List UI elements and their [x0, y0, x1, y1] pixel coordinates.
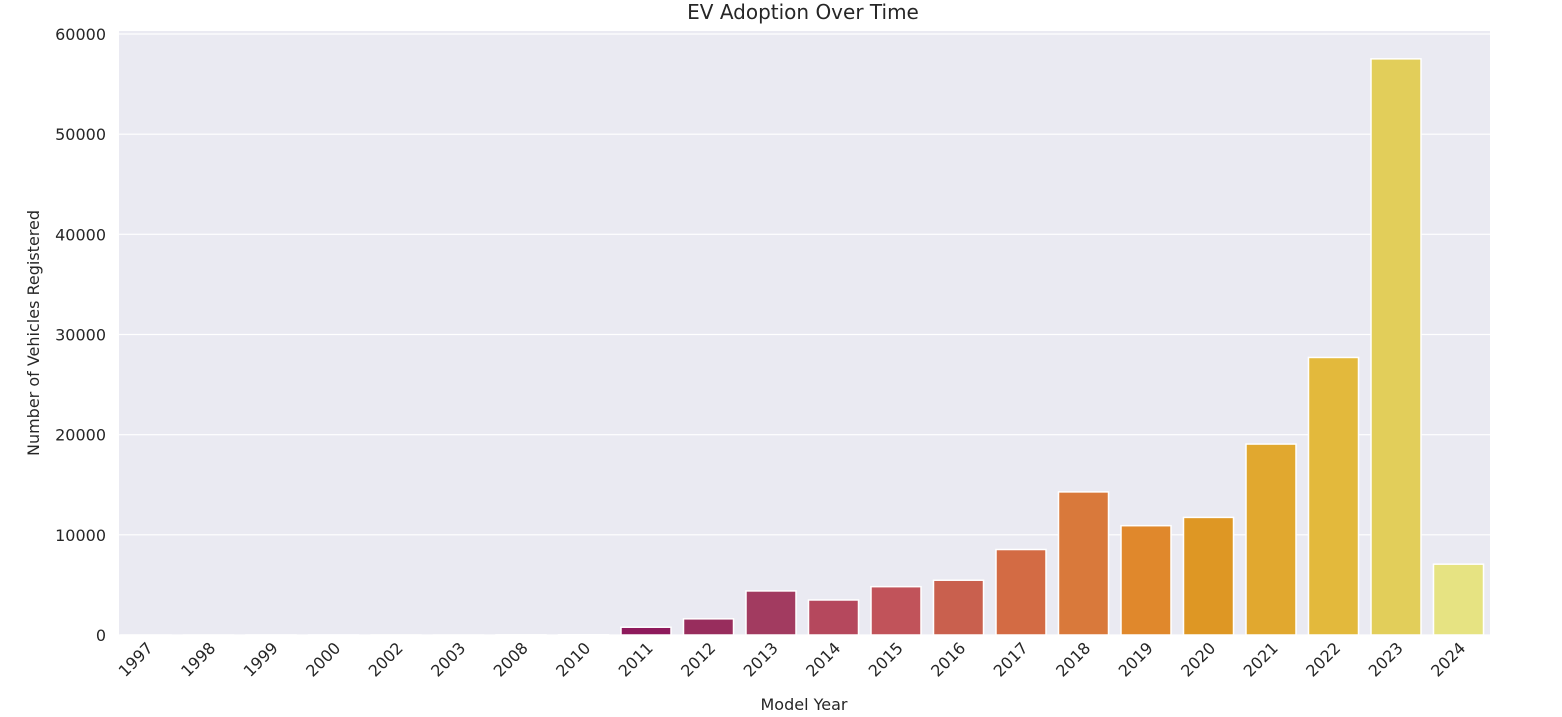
x-tick-label: 2016: [927, 638, 969, 680]
bar-2013: [745, 590, 797, 636]
bar-2011: [620, 626, 672, 636]
x-tick-label: 1999: [240, 638, 282, 680]
x-tick-label: 2015: [865, 638, 907, 680]
y-tick-label: 50000: [55, 125, 106, 144]
x-tick-label: 2022: [1302, 638, 1344, 680]
bar-2012: [682, 618, 735, 636]
y-tick-label: 30000: [55, 326, 106, 345]
x-tick-label: 2002: [365, 638, 407, 680]
y-tick-label: 0: [96, 626, 106, 645]
x-tick-label: 2019: [1115, 638, 1157, 680]
x-tick-label: 2014: [802, 638, 844, 680]
bar-2017: [995, 548, 1047, 636]
bar-2014: [807, 599, 860, 636]
y-tick-labels: 0 10000 20000 30000 40000 50000 60000: [55, 25, 106, 645]
x-tick-labels: 1997 1998 1999 2000 2002 2003 2008 2010 2011 2012…: [115, 638, 1470, 680]
bar-2021: [1245, 443, 1297, 636]
x-tick-label: 2008: [490, 638, 532, 680]
x-tick-label: 2017: [990, 638, 1032, 680]
x-tick-label: 1998: [177, 638, 219, 680]
y-tick-label: 60000: [55, 25, 106, 44]
x-tick-label: 2018: [1052, 638, 1094, 680]
bar-2024: [1432, 563, 1485, 636]
x-tick-label: 2013: [740, 638, 782, 680]
x-tick-label: 2021: [1240, 638, 1282, 680]
bar-2022: [1307, 356, 1360, 636]
x-tick-label: 2011: [615, 638, 657, 680]
bar-2015: [870, 585, 922, 636]
bars: [120, 58, 1485, 636]
y-tick-label: 40000: [55, 225, 106, 244]
x-tick-label: 2010: [552, 638, 594, 680]
x-tick-label: 2020: [1177, 638, 1219, 680]
bar-2023: [1370, 58, 1422, 636]
bar-2020: [1182, 516, 1235, 636]
chart-title: EV Adoption Over Time: [687, 0, 919, 24]
x-tick-label: 2024: [1427, 638, 1469, 680]
y-tick-label: 20000: [55, 426, 106, 445]
y-axis-label: Number of Vehicles Registered: [24, 210, 43, 456]
bar-2016: [932, 579, 985, 636]
x-tick-label: 2012: [677, 638, 719, 680]
bar-2019: [1120, 524, 1172, 636]
x-tick-label: 2000: [302, 638, 344, 680]
bar-2018: [1057, 491, 1110, 636]
x-axis-label: Model Year: [761, 695, 848, 714]
x-tick-label: 2003: [427, 638, 469, 680]
y-tick-label: 10000: [55, 526, 106, 545]
x-tick-label: 2023: [1365, 638, 1407, 680]
x-tick-label: 1997: [115, 638, 157, 680]
